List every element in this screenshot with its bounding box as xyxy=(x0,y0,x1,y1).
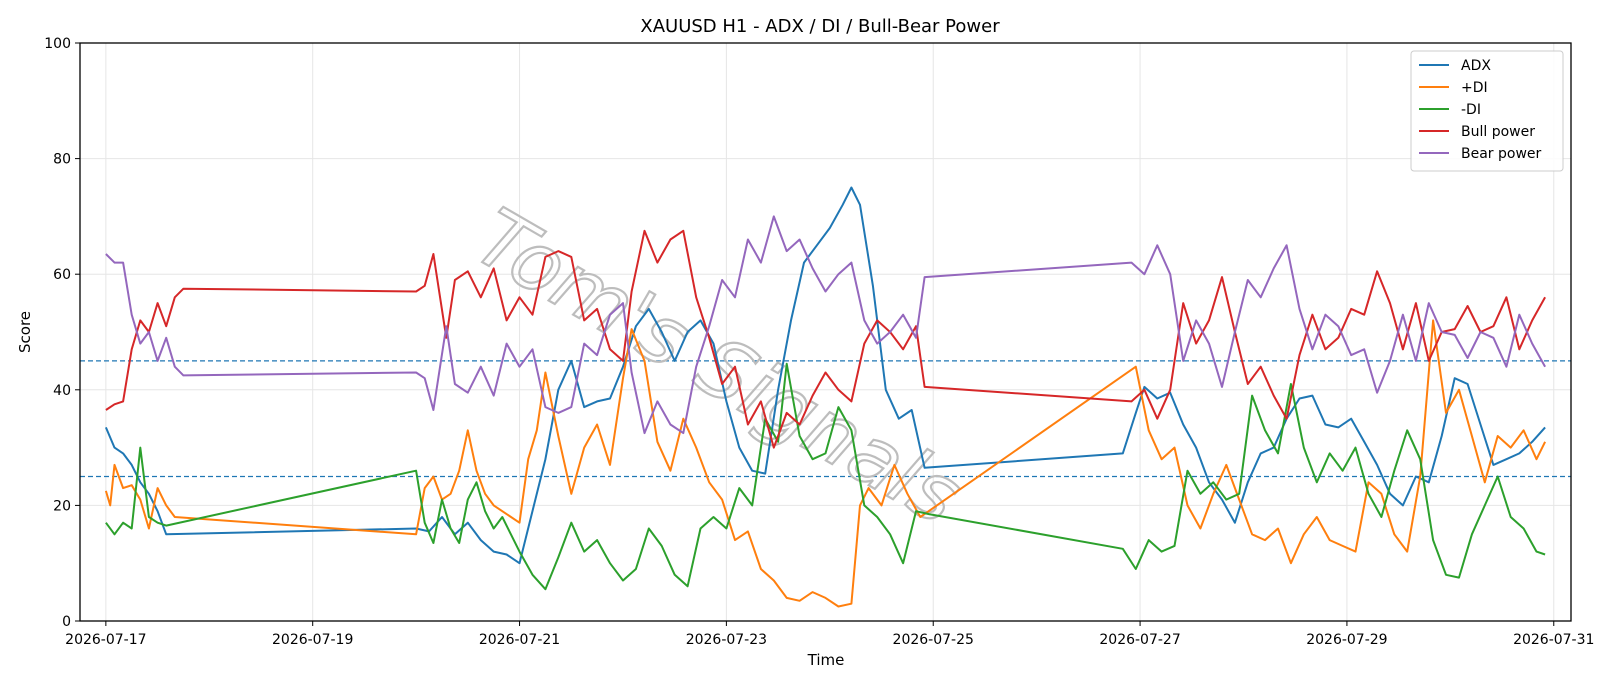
legend-label: -DI xyxy=(1461,102,1481,118)
y-axis-label: Score xyxy=(16,311,34,353)
reference-lines xyxy=(80,360,1571,478)
x-tick-label: 2026-07-31 xyxy=(1513,632,1594,648)
series-line-bull-power xyxy=(105,229,1546,449)
series-lines xyxy=(104,186,1546,608)
x-tick-label: 2026-07-29 xyxy=(1306,632,1387,648)
series-line-adx xyxy=(104,186,1546,565)
y-tick-label: 100 xyxy=(44,36,71,52)
legend-label: ADX xyxy=(1461,58,1491,74)
series-line-di xyxy=(105,362,1546,591)
legend-label: Bull power xyxy=(1461,124,1535,140)
plot-frame xyxy=(79,42,1572,622)
x-tick-label: 2026-07-17 xyxy=(65,632,146,648)
legend-label: +DI xyxy=(1461,80,1488,96)
series-line-bear-power xyxy=(105,215,1546,435)
x-tick-label: 2026-07-21 xyxy=(479,632,560,648)
legend-box xyxy=(1410,50,1564,172)
legend-label: Bear power xyxy=(1461,146,1542,162)
series-line-di xyxy=(104,319,1546,608)
legend: ADX +DI -DI Bull power Bear power xyxy=(1410,50,1564,172)
chart-title: XAUUSD H1 - ADX / DI / Bull-Bear Power xyxy=(640,16,1000,37)
x-tick-label: 2026-07-23 xyxy=(686,632,767,648)
y-tick-label: 80 xyxy=(53,152,71,168)
y-tick-label: 60 xyxy=(53,267,71,283)
x-tick-label: 2026-07-25 xyxy=(893,632,974,648)
x-axis: 2026-07-17 2026-07-19 2026-07-21 2026-07-23… xyxy=(65,621,1594,648)
x-tick-label: 2026-07-27 xyxy=(1099,632,1180,648)
x-tick-label: 2026-07-19 xyxy=(272,632,353,648)
y-axis: 0 20 40 60 80 100 xyxy=(44,36,80,630)
y-tick-label: 20 xyxy=(53,498,71,514)
x-axis-label: Time xyxy=(807,651,845,669)
y-tick-label: 40 xyxy=(53,383,71,399)
y-tick-label: 0 xyxy=(62,614,71,630)
